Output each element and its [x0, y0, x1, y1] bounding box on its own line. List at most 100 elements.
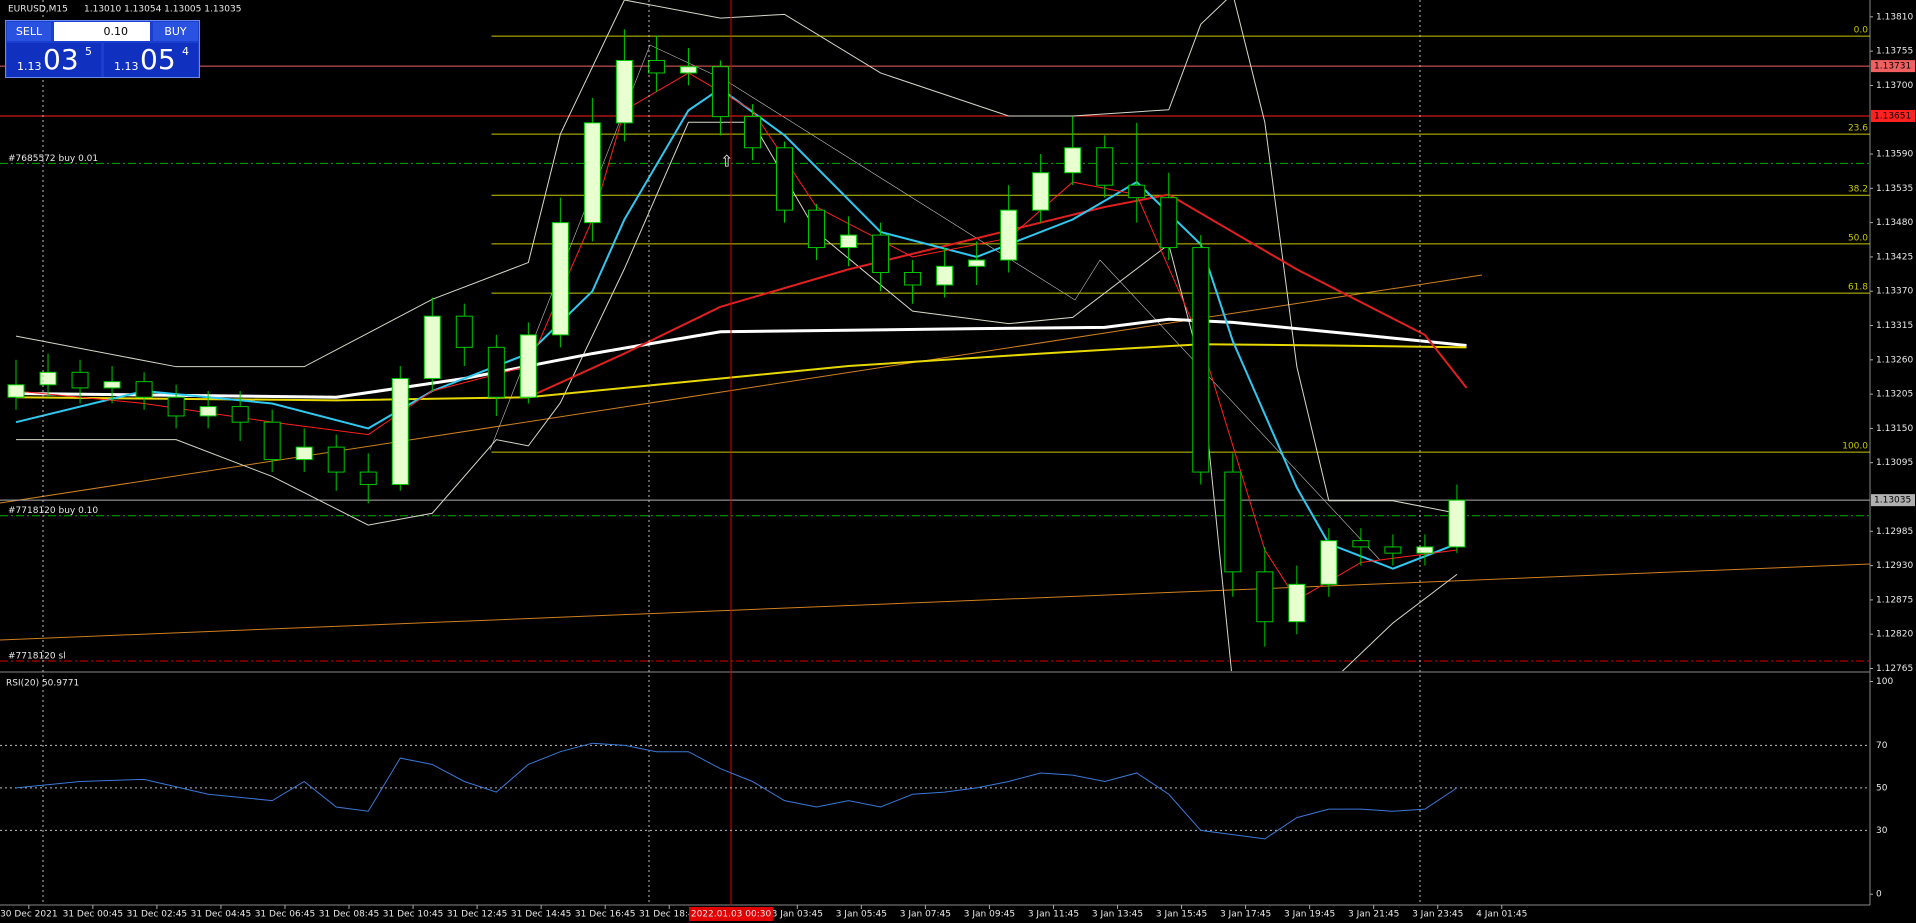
- y-tick-label: 1.13590: [1876, 150, 1913, 160]
- candle-body: [391, 378, 409, 486]
- x-tick-label: 3 Jan 07:45: [900, 910, 951, 920]
- candle-body: [423, 315, 441, 380]
- y-tick-label: 1.13150: [1876, 424, 1913, 434]
- sell-price[interactable]: 1.13 03 5: [7, 43, 101, 77]
- lots-field[interactable]: 0.10: [54, 22, 150, 41]
- y-tick-label: 1.13370: [1876, 287, 1913, 297]
- x-tick-label: 31 Dec 14:45: [511, 910, 572, 920]
- candle-body: [1192, 247, 1210, 473]
- y-tick-label: 1.12820: [1876, 630, 1913, 640]
- rsi-tick-label: 100: [1876, 677, 1893, 687]
- x-tick-label: 31 Dec 00:45: [63, 910, 124, 920]
- price-label: 1.13035: [1874, 496, 1911, 506]
- candle-body: [167, 396, 185, 417]
- chart-title: EURUSD,M15: [8, 5, 68, 15]
- candle-body: [840, 234, 858, 249]
- candle-body: [904, 272, 922, 286]
- price-prefix: 1.13: [17, 60, 42, 73]
- candle-body: [1160, 197, 1178, 249]
- price-label: 1.13651: [1874, 111, 1911, 121]
- x-tick-label: 31 Dec 02:45: [127, 910, 188, 920]
- ohlc: 1.13010 1.13054 1.13005 1.13035: [84, 5, 241, 15]
- y-tick-label: 1.13315: [1876, 321, 1913, 331]
- x-tick-label: 3 Jan 09:45: [964, 910, 1015, 920]
- order-label: #7718120 sl: [8, 652, 66, 662]
- sell-button[interactable]: SELL: [7, 22, 51, 41]
- x-tick-label: 3 Jan 17:45: [1220, 910, 1271, 920]
- y-tick-label: 1.13095: [1876, 458, 1913, 468]
- candle-body: [1320, 540, 1338, 585]
- trade-panel: SELL 0.10 BUY 1.13 03 5 1.13 05 4: [5, 20, 200, 78]
- price-label-box: [1871, 494, 1915, 507]
- candle-body: [1256, 571, 1274, 623]
- price-fraction: 4: [182, 45, 189, 58]
- candle-body: [1224, 471, 1242, 573]
- x-tick-label: 3 Jan 15:45: [1156, 910, 1207, 920]
- candle-body: [551, 222, 569, 336]
- candle-body: [615, 59, 633, 124]
- x-tick-label: 3 Jan 05:45: [836, 910, 887, 920]
- candle-body: [135, 381, 153, 398]
- candle-body: [583, 122, 601, 224]
- y-tick-label: 1.12985: [1876, 527, 1913, 537]
- fib-label: 0.0: [1854, 26, 1869, 36]
- x-tick-label: 31 Dec 10:45: [383, 910, 444, 920]
- x-tick-label: 4 Jan 01:45: [1476, 910, 1527, 920]
- candle-body: [103, 381, 121, 389]
- rsi-tick-label: 0: [1876, 890, 1882, 900]
- candle-body: [71, 371, 89, 389]
- candle-body: [7, 384, 25, 398]
- y-tick-label: 1.13260: [1876, 355, 1913, 365]
- candle-body: [199, 406, 217, 417]
- y-tick-label: 1.13480: [1876, 218, 1913, 228]
- separator-label-box: [689, 907, 774, 921]
- lots: 0.10: [103, 25, 129, 38]
- order-label: #7685572 buy 0.01: [8, 154, 98, 164]
- candle-body: [776, 147, 794, 211]
- x-tick-label: 3 Jan 23:45: [1412, 910, 1463, 920]
- y-tick-label: 1.12875: [1876, 595, 1913, 605]
- y-tick-label: 1.13700: [1876, 81, 1913, 91]
- price-label: 1.13731: [1874, 62, 1911, 72]
- rsi-title: RSI(20) 50.9771: [6, 679, 79, 689]
- x-tick-label: 30 Dec 2021: [0, 910, 58, 920]
- trendline: [0, 563, 1870, 641]
- candle-body: [1064, 147, 1082, 174]
- candle-body: [327, 446, 345, 473]
- price-pips: 03: [43, 43, 79, 76]
- rsi-tick-label: 30: [1876, 826, 1888, 836]
- candle-body: [263, 421, 281, 461]
- y-tick-label: 1.13425: [1876, 252, 1913, 262]
- price-label-box: [1871, 109, 1915, 122]
- candle-body: [39, 371, 57, 386]
- x-tick-label: 31 Dec 08:45: [319, 910, 380, 920]
- rsi-tick-label: 70: [1876, 741, 1888, 751]
- candle-body: [1128, 184, 1146, 199]
- x-tick-label: 31 Dec 18:45: [639, 910, 700, 920]
- arrow-icon: ⇧: [720, 152, 733, 171]
- candle-body: [1416, 546, 1434, 554]
- candle-body: [1032, 172, 1050, 211]
- buy-button[interactable]: BUY: [153, 22, 198, 41]
- x-tick-label: 31 Dec 16:45: [575, 910, 636, 920]
- line: [15, 317, 1467, 399]
- y-tick-label: 1.12930: [1876, 561, 1913, 571]
- candle-body: [968, 259, 986, 267]
- x-tick-label: 31 Dec 06:45: [255, 910, 316, 920]
- price-label-box: [1871, 60, 1915, 73]
- candle-body: [455, 315, 473, 348]
- y-tick-label: 1.13205: [1876, 390, 1913, 400]
- buy-price[interactable]: 1.13 05 4: [104, 43, 198, 77]
- y-tick-label: 1.13755: [1876, 47, 1913, 57]
- candle-body: [679, 66, 697, 74]
- candle-body: [808, 209, 826, 249]
- x-tick-label: 31 Dec 12:45: [447, 910, 508, 920]
- y-tick-label: 1.13535: [1876, 184, 1913, 194]
- x-tick-label: 3 Jan 21:45: [1348, 910, 1399, 920]
- line: [15, 0, 1458, 514]
- x-tick-label: 3 Jan 11:45: [1028, 910, 1079, 920]
- candle-body: [519, 334, 537, 398]
- candle-body: [231, 406, 249, 423]
- fib-label: 38.2: [1848, 185, 1868, 195]
